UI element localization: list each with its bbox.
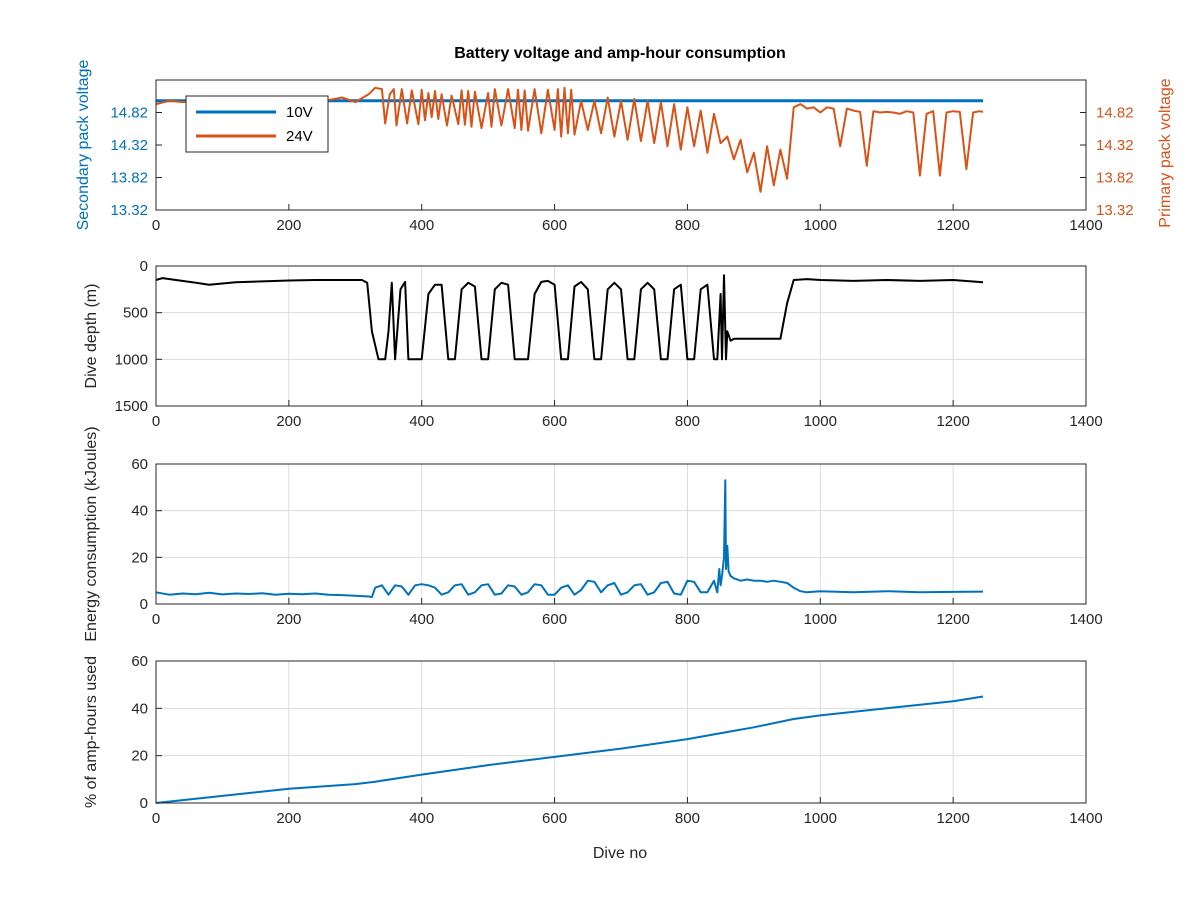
y-tick-label: 13.32 <box>110 202 148 219</box>
legend-box <box>185 95 329 153</box>
x-tick-label: 200 <box>276 611 301 628</box>
y-tick-label: 40 <box>131 503 148 520</box>
y-right-axis-label: Primary pack voltage <box>1157 78 1174 227</box>
subplot-2: 0 200 400 600 800 1000 1200 1400 0 500 1000 1500 Div… <box>83 258 1103 430</box>
figure-title: Battery voltage and amp-hour consumption <box>454 45 786 62</box>
y-axis-label: % of amp-hours used <box>83 656 100 808</box>
y-right-tick-label: 13.32 <box>1096 202 1134 219</box>
y-tick-label: 0 <box>140 795 148 812</box>
y-axis-label: Dive depth (m) <box>83 284 100 389</box>
x-tick-label: 800 <box>675 611 700 628</box>
axes-border <box>155 660 1087 804</box>
x-tick-label: 1200 <box>936 217 969 234</box>
x-tick-label: 400 <box>409 810 434 827</box>
y-right-tick-label: 14.82 <box>1096 105 1134 122</box>
x-tick-label: 200 <box>276 217 301 234</box>
y-tick-label: 20 <box>131 748 148 765</box>
y-tick-label: 0 <box>140 596 148 613</box>
axes-border <box>155 265 1087 407</box>
x-tick-label: 400 <box>409 413 434 430</box>
x-tick-label: 200 <box>276 810 301 827</box>
x-tick-label: 1200 <box>936 611 969 628</box>
x-tick-label: 1400 <box>1069 217 1102 234</box>
x-tick-label: 1400 <box>1069 413 1102 430</box>
x-tick-label: 1000 <box>804 217 837 234</box>
subplot-3: 0 200 400 600 800 1000 1200 1400 0 20 40 60 Energy c… <box>83 426 1103 641</box>
y-right-tick-label: 13.82 <box>1096 170 1134 187</box>
y-tick-label: 500 <box>123 305 148 322</box>
x-tick-label: 1400 <box>1069 810 1102 827</box>
axes-border <box>155 463 1087 605</box>
x-tick-label: 0 <box>152 413 160 430</box>
x-tick-label: 1200 <box>936 413 969 430</box>
y-tick-label: 60 <box>131 653 148 670</box>
subplot-1: 0 200 400 600 800 1000 1200 140013.3213.8214.32… <box>75 60 1174 234</box>
y-tick-label: 14.32 <box>110 137 148 154</box>
x-tick-label: 200 <box>276 413 301 430</box>
plot-area <box>155 463 1087 605</box>
series-line-24v <box>155 86 984 193</box>
y-tick-label: 1500 <box>115 398 148 415</box>
x-tick-label: 0 <box>152 611 160 628</box>
y-tick-label: 20 <box>131 549 148 566</box>
subplot-4: 0 200 400 600 800 1000 1200 1400 0 20 40 60 % of amp… <box>83 653 1103 827</box>
y-tick-label: 40 <box>131 700 148 717</box>
x-tick-label: 600 <box>542 810 567 827</box>
x-tick-label: 400 <box>409 611 434 628</box>
y-tick-label: 14.82 <box>110 105 148 122</box>
series-line-3-1 <box>155 479 984 598</box>
legend-label: 24V <box>286 128 313 145</box>
series-line-2-1 <box>155 274 984 361</box>
y-tick-label: 60 <box>131 456 148 473</box>
x-tick-label: 1000 <box>804 611 837 628</box>
x-tick-label: 800 <box>675 810 700 827</box>
subplot-stack: 0 200 400 600 800 1000 1200 140013.3213.8214.32… <box>75 60 1174 827</box>
x-tick-label: 1000 <box>804 810 837 827</box>
y-right-tick-label: 14.32 <box>1096 137 1134 154</box>
x-tick-label: 600 <box>542 413 567 430</box>
x-tick-label: 800 <box>675 413 700 430</box>
y-axis-label: Energy consumption (kJoules) <box>83 426 100 641</box>
x-axis-label: Dive no <box>593 845 647 862</box>
x-tick-label: 1200 <box>936 810 969 827</box>
x-tick-label: 1400 <box>1069 611 1102 628</box>
x-tick-label: 800 <box>675 217 700 234</box>
y-tick-label: 0 <box>140 258 148 275</box>
x-tick-label: 600 <box>542 217 567 234</box>
x-tick-label: 400 <box>409 217 434 234</box>
plot-area <box>155 660 1087 804</box>
y-axis-label: Secondary pack voltage <box>75 60 92 231</box>
x-tick-label: 0 <box>152 810 160 827</box>
y-tick-label: 1000 <box>115 351 148 368</box>
y-tick-label: 13.82 <box>110 170 148 187</box>
series-line-4-1 <box>155 695 984 804</box>
x-tick-label: 0 <box>152 217 160 234</box>
plot-area <box>155 265 1087 407</box>
legend-label: 10V <box>286 104 313 121</box>
x-tick-label: 600 <box>542 611 567 628</box>
x-tick-label: 1000 <box>804 413 837 430</box>
